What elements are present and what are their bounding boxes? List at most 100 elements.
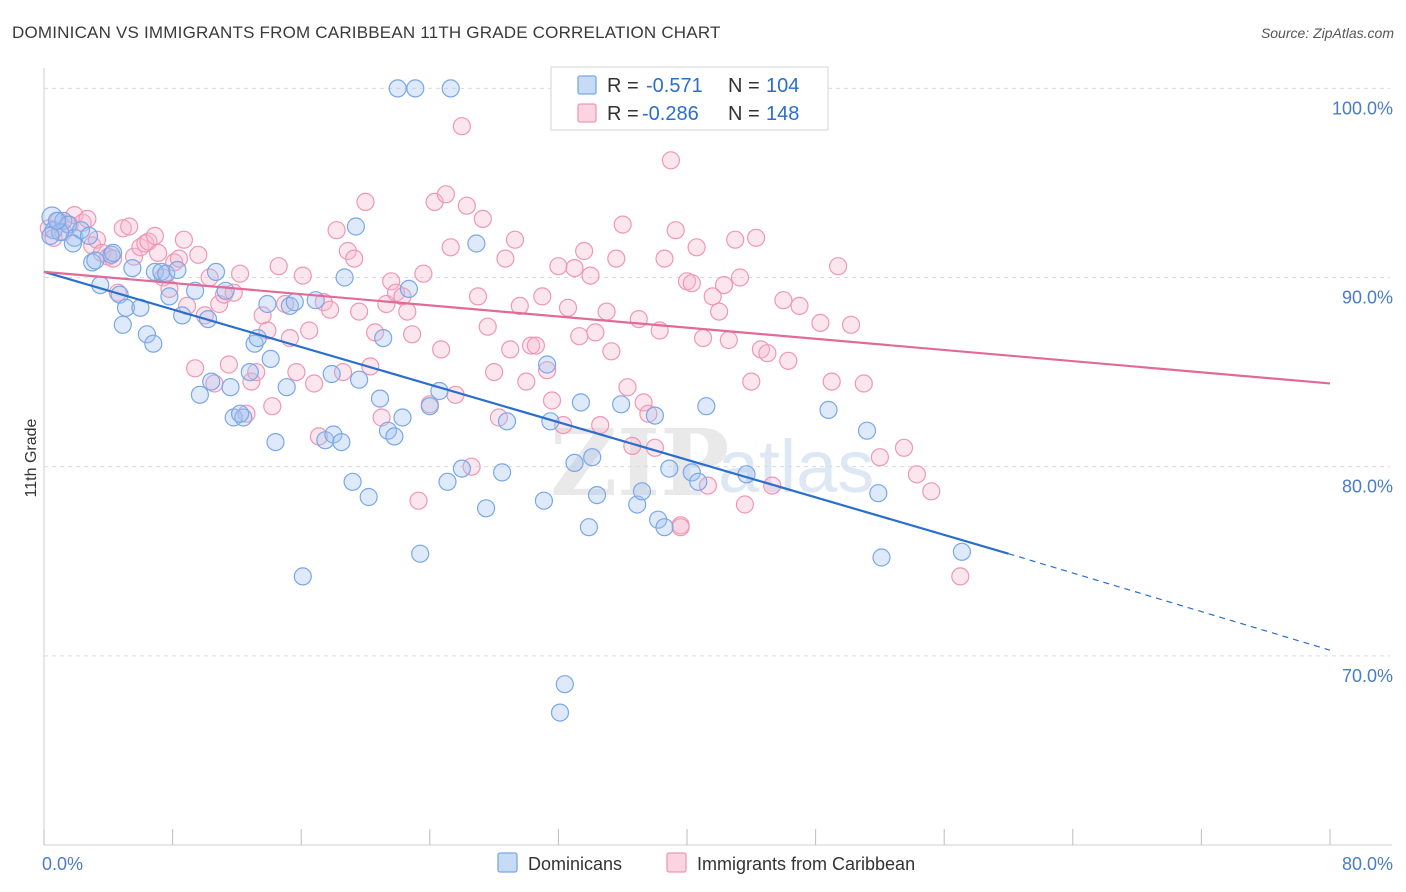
legend-n-value-1: 104	[766, 75, 799, 97]
dominican-point-82	[587, 486, 607, 505]
dominican-point-94	[697, 397, 716, 416]
caribbean-point-92	[533, 287, 552, 306]
caribbean-point-58	[350, 302, 369, 321]
caribbean-point-95	[549, 257, 568, 276]
caribbean-point-20	[145, 226, 164, 245]
dominican-point-71	[477, 499, 496, 518]
dominican-point-53	[346, 217, 365, 236]
dominican-point-31	[216, 281, 235, 300]
dominican-point-60	[388, 79, 407, 98]
caribbean-point-99	[570, 327, 589, 346]
caribbean-point-151	[671, 518, 690, 537]
caribbean-point-59	[356, 192, 375, 211]
caribbean-point-64	[382, 272, 401, 291]
caribbean-point-56	[338, 241, 357, 261]
caribbean-point-122	[693, 329, 713, 348]
dominican-point-96	[819, 400, 838, 419]
caribbean-point-69	[409, 491, 428, 510]
caribbean-point-53	[321, 300, 340, 319]
caribbean-point-82	[478, 317, 497, 336]
dominican-point-37	[245, 334, 264, 353]
y-tick-label-2: 80.0%	[1342, 477, 1393, 497]
caribbean-point-123	[698, 476, 718, 495]
caribbean-point-85	[496, 249, 515, 268]
dominican-point-88	[648, 510, 668, 529]
legend-r-label-2: R =	[607, 103, 639, 125]
dominican-point-26	[186, 281, 205, 300]
caribbean-point-147	[894, 438, 914, 457]
x-tick-label-0: 0.0%	[42, 854, 83, 874]
caribbean-point-121	[687, 238, 706, 257]
dominican-point-42	[277, 378, 296, 397]
axes	[43, 68, 1392, 846]
caribbean-point-93	[537, 361, 557, 380]
legend-swatch-blue	[577, 75, 597, 95]
caribbean-point-132	[746, 228, 766, 247]
y-axis-label: 11th Grade	[23, 418, 40, 497]
y-tick-label-1: 90.0%	[1342, 288, 1393, 308]
dominican-point-39	[258, 294, 277, 314]
caribbean-point-126	[714, 276, 734, 295]
dominican-point-23	[160, 287, 179, 306]
legend-n-label-2: N =	[728, 103, 760, 125]
caribbean-point-143	[828, 257, 848, 276]
dominican-point-35	[231, 404, 250, 423]
caribbean-point-40	[247, 363, 266, 382]
trend-lines	[43, 270, 1331, 651]
caribbean-point-86	[501, 340, 520, 359]
caribbean-point-150	[951, 567, 970, 586]
caribbean-point-77	[452, 117, 471, 136]
dominican-point-65	[420, 397, 439, 416]
dominican-point-75	[537, 355, 557, 374]
caribbean-point-21	[149, 243, 168, 262]
dominican-point-98	[869, 484, 888, 503]
caribbean-point-97	[558, 298, 578, 317]
caribbean-point-149	[922, 482, 941, 501]
caribbean-point-131	[742, 372, 761, 391]
dominican-point-81	[583, 448, 602, 467]
dominican-point-45	[293, 567, 312, 586]
caribbean-point-144	[841, 315, 861, 334]
bottom-legend-label-caribbean: Immigrants from Caribbean	[697, 854, 915, 874]
dominican-point-68	[441, 79, 460, 98]
x-tick-label-1: 80.0%	[1342, 854, 1393, 874]
dominican-point-103	[47, 211, 67, 230]
caribbean-point-112	[639, 404, 658, 423]
dominican-point-50	[332, 433, 351, 452]
dominican-point-12	[103, 243, 123, 262]
caribbean-point-138	[779, 351, 798, 370]
caribbean-point-116	[661, 151, 681, 170]
dominican-point-48	[322, 364, 341, 384]
caribbean-point-115	[655, 249, 674, 268]
dominican-point-32	[221, 378, 240, 397]
caribbean-point-137	[774, 291, 793, 310]
caribbean-point-28	[186, 359, 205, 378]
caribbean-point-102	[586, 323, 605, 342]
caribbean-point-87	[505, 230, 525, 249]
caribbean-point-29	[189, 245, 208, 264]
dominican-point-74	[534, 491, 554, 510]
caribbean-point-94	[542, 391, 562, 410]
caribbean-point-48	[293, 266, 312, 285]
dominican-point-69	[452, 459, 471, 478]
dominican-point-24	[168, 260, 187, 280]
dominican-point-36	[240, 363, 259, 382]
bottom-legend: Dominicans Immigrants from Caribbean	[497, 852, 915, 874]
caribbean-point-120	[682, 274, 701, 293]
caribbean-point-91	[526, 336, 546, 355]
caribbean-point-37	[231, 264, 250, 283]
caribbean-point-105	[602, 342, 621, 361]
dominican-point-9	[86, 251, 105, 270]
legend-frame	[550, 66, 829, 131]
dominican-point-101	[50, 223, 70, 242]
caribbean-point-68	[403, 325, 422, 344]
caribbean-point-81	[473, 209, 492, 228]
caribbean-point-74	[436, 185, 455, 204]
dominican-point-80	[571, 393, 591, 412]
dominican-point-44	[285, 293, 304, 312]
caribbean-point-50	[305, 374, 324, 393]
chart-title: DOMINICAN VS IMMIGRANTS FROM CARIBBEAN 1…	[12, 23, 721, 42]
caribbean-point-130	[735, 495, 755, 514]
caribbean-point-83	[485, 363, 504, 382]
dominican-point-84	[611, 395, 631, 414]
